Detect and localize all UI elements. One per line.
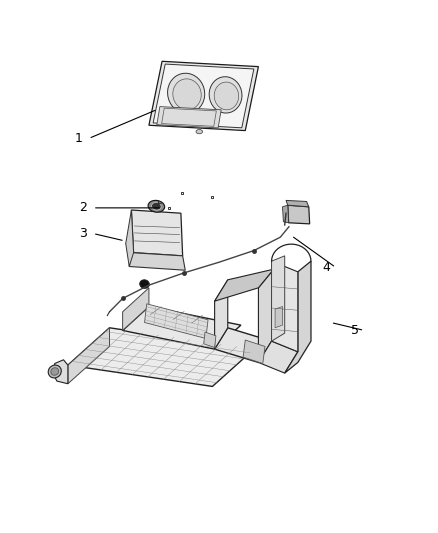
Polygon shape	[275, 306, 283, 328]
Ellipse shape	[209, 77, 242, 113]
Polygon shape	[258, 341, 298, 373]
Polygon shape	[272, 261, 298, 352]
Ellipse shape	[152, 203, 161, 210]
Ellipse shape	[168, 73, 205, 114]
Text: 5: 5	[351, 324, 359, 337]
Text: 2: 2	[79, 201, 87, 214]
Polygon shape	[149, 61, 258, 131]
Polygon shape	[68, 328, 110, 384]
Polygon shape	[126, 210, 134, 266]
Polygon shape	[131, 210, 183, 256]
Polygon shape	[145, 304, 208, 338]
Polygon shape	[68, 328, 254, 386]
Polygon shape	[288, 205, 310, 224]
Polygon shape	[243, 340, 265, 364]
Ellipse shape	[196, 130, 203, 134]
Polygon shape	[272, 256, 285, 341]
Text: 1: 1	[75, 132, 83, 145]
Polygon shape	[204, 332, 216, 348]
Ellipse shape	[173, 79, 201, 110]
Polygon shape	[258, 269, 274, 362]
Polygon shape	[286, 200, 309, 207]
Ellipse shape	[51, 368, 59, 375]
Ellipse shape	[148, 200, 165, 212]
Polygon shape	[157, 107, 221, 128]
Text: 4: 4	[322, 261, 330, 274]
Polygon shape	[123, 306, 241, 349]
Polygon shape	[215, 269, 274, 301]
Polygon shape	[215, 328, 272, 362]
Polygon shape	[215, 280, 228, 349]
Polygon shape	[153, 64, 254, 128]
Text: 3: 3	[79, 227, 87, 240]
Ellipse shape	[140, 280, 149, 288]
Polygon shape	[53, 360, 68, 384]
Polygon shape	[129, 253, 185, 270]
Ellipse shape	[48, 365, 61, 378]
Ellipse shape	[214, 82, 239, 110]
Polygon shape	[123, 288, 149, 330]
Polygon shape	[285, 261, 311, 373]
Polygon shape	[283, 205, 289, 223]
